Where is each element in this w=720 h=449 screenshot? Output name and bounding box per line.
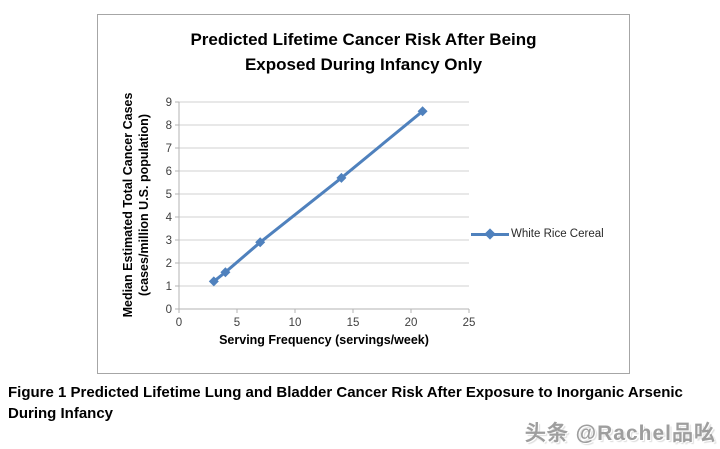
data-point-marker-0-4 — [417, 106, 428, 117]
data-point-marker-0-2 — [255, 237, 266, 248]
x-axis-title: Serving Frequency (servings/week) — [219, 333, 429, 347]
chart-legend: White Rice Cereal — [471, 225, 604, 243]
legend-series-label: White Rice Cereal — [511, 228, 604, 240]
y-axis-title: Median Estimated Total Cancer Cases (cas… — [120, 84, 152, 326]
x-tick-label-15: 15 — [347, 317, 360, 329]
y-tick-label-7: 7 — [166, 143, 172, 155]
legend-line-marker-icon — [471, 227, 509, 240]
data-point-marker-0-3 — [336, 172, 347, 183]
series-line-0 — [212, 110, 424, 283]
x-tick-label-5: 5 — [234, 317, 240, 329]
y-tick-label-5: 5 — [166, 189, 172, 201]
x-tick-label-0: 0 — [176, 317, 182, 329]
figure-caption: Figure 1 Predicted Lifetime Lung and Bla… — [8, 384, 683, 422]
y-tick-label-9: 9 — [166, 97, 172, 109]
chart-title: Predicted Lifetime Cancer Risk After Bei… — [98, 27, 629, 77]
y-axis-title-line1: Median Estimated Total Cancer Cases — [121, 92, 135, 318]
data-point-marker-0-0 — [208, 276, 219, 287]
y-tick-label-8: 8 — [166, 120, 172, 132]
chart-container: Predicted Lifetime Cancer Risk After Bei… — [97, 14, 630, 374]
legend-diamond-marker-icon — [484, 227, 496, 240]
y-tick-label-2: 2 — [166, 258, 172, 270]
y-tick-label-0: 0 — [166, 304, 172, 316]
y-tick-label-1: 1 — [166, 281, 172, 293]
y-tick-label-6: 6 — [166, 166, 172, 178]
chart-title-text: Predicted Lifetime Cancer Risk After Bei… — [190, 30, 537, 74]
x-tick-label-20: 20 — [405, 317, 418, 329]
x-tick-label-25: 25 — [463, 317, 476, 329]
x-tick-label-10: 10 — [289, 317, 302, 329]
watermark-text: 头条 @Rachel品吆 — [524, 422, 716, 445]
y-tick-label-4: 4 — [166, 212, 173, 224]
y-tick-label-3: 3 — [166, 235, 172, 247]
y-axis-title-line2: (cases/million U.S. population) — [137, 114, 151, 296]
data-point-marker-0-1 — [220, 267, 231, 278]
chart-svg: 0 1 2 3 4 5 6 7 8 9 0 5 10 15 20 25 — [166, 97, 476, 329]
